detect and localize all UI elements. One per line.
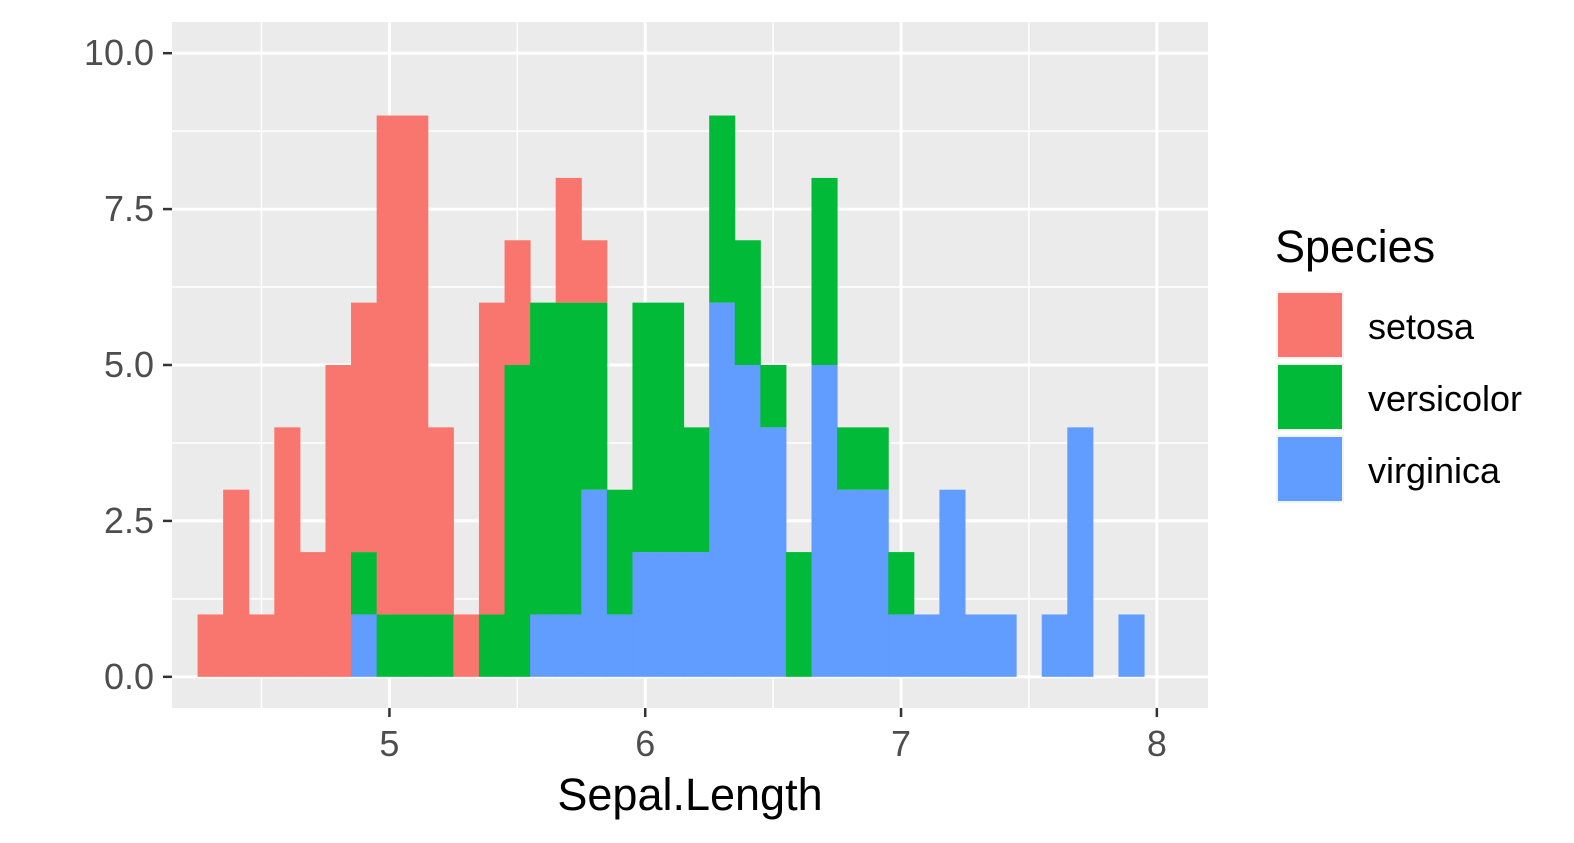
bar-setosa — [555, 177, 582, 303]
bar-versicolor — [376, 614, 403, 677]
legend-label-virginica: virginica — [1368, 450, 1501, 491]
y-tick-label: 7.5 — [104, 188, 154, 229]
bar-virginica — [811, 365, 838, 677]
bar-setosa — [453, 614, 480, 677]
bar-versicolor — [478, 614, 506, 677]
bar-setosa — [376, 115, 403, 615]
x-axis: 5 6 7 8 — [379, 708, 1167, 764]
legend-title: Species — [1275, 221, 1435, 272]
bar-versicolor — [555, 302, 582, 615]
bar-versicolor — [683, 427, 710, 553]
legend-label-versicolor: versicolor — [1368, 378, 1522, 419]
bar-versicolor — [351, 552, 378, 615]
bar-virginica — [581, 489, 608, 677]
bar-virginica — [709, 302, 736, 677]
bar-versicolor — [709, 115, 736, 303]
bar-versicolor — [632, 302, 659, 553]
legend-label-setosa: setosa — [1368, 306, 1475, 347]
x-tick-label: 5 — [379, 723, 399, 764]
bar-versicolor — [402, 614, 429, 677]
bar-setosa — [197, 614, 224, 677]
bar-virginica — [351, 614, 378, 677]
bar-virginica — [1067, 427, 1094, 677]
bar-virginica — [658, 552, 685, 677]
y-tick-label: 10.0 — [84, 32, 154, 73]
bar-virginica — [760, 427, 787, 677]
legend-swatch-setosa — [1278, 293, 1342, 357]
x-tick-label: 7 — [891, 723, 911, 764]
histogram-bars — [197, 115, 1145, 677]
bar-setosa — [248, 614, 275, 677]
bar-setosa — [427, 427, 454, 615]
bar-virginica — [888, 614, 915, 677]
y-axis: 0.0 2.5 5.0 7.5 10.0 — [84, 32, 172, 697]
bar-virginica — [555, 614, 582, 677]
bar-setosa — [351, 302, 378, 553]
bar-setosa — [504, 240, 531, 365]
y-tick-label: 5.0 — [104, 344, 154, 385]
bar-virginica — [1041, 614, 1068, 677]
bar-virginica — [990, 614, 1017, 677]
bar-virginica — [939, 489, 966, 677]
bar-versicolor — [811, 177, 838, 365]
bar-setosa — [402, 115, 429, 615]
bar-versicolor — [530, 302, 557, 615]
legend: Species setosa versicolor virginica — [1275, 221, 1522, 503]
bar-virginica — [862, 489, 889, 677]
bar-virginica — [1118, 614, 1145, 677]
bar-virginica — [632, 552, 659, 677]
legend-swatch-virginica — [1278, 437, 1342, 501]
bar-virginica — [913, 614, 940, 677]
x-axis-title: Sepal.Length — [557, 769, 822, 820]
x-tick-label: 6 — [635, 723, 655, 764]
bar-versicolor — [888, 552, 915, 615]
bar-versicolor — [427, 614, 454, 677]
bar-versicolor — [837, 427, 864, 490]
bar-versicolor — [734, 240, 761, 365]
bar-versicolor — [606, 489, 633, 615]
bar-setosa — [274, 427, 301, 677]
bar-setosa — [223, 489, 250, 677]
bar-versicolor — [785, 552, 813, 677]
x-tick-label: 8 — [1147, 723, 1167, 764]
bar-versicolor — [504, 365, 531, 677]
bar-versicolor — [658, 302, 685, 553]
y-tick-label: 0.0 — [104, 656, 154, 697]
bar-virginica — [606, 614, 633, 677]
bar-setosa — [325, 365, 352, 677]
y-tick-label: 2.5 — [104, 500, 154, 541]
bar-setosa — [299, 552, 326, 677]
legend-swatch-versicolor — [1278, 365, 1342, 429]
bar-virginica — [837, 489, 864, 677]
bar-virginica — [530, 614, 557, 677]
bar-versicolor — [760, 365, 787, 428]
bar-versicolor — [581, 302, 608, 490]
bar-setosa — [478, 302, 506, 615]
bar-setosa — [581, 240, 608, 303]
bar-virginica — [683, 552, 710, 677]
bar-versicolor — [862, 427, 889, 490]
bar-virginica — [964, 614, 992, 677]
bar-virginica — [734, 365, 761, 677]
